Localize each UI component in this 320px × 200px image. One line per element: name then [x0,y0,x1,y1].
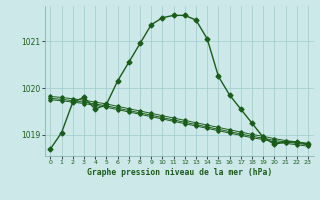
X-axis label: Graphe pression niveau de la mer (hPa): Graphe pression niveau de la mer (hPa) [87,168,272,177]
